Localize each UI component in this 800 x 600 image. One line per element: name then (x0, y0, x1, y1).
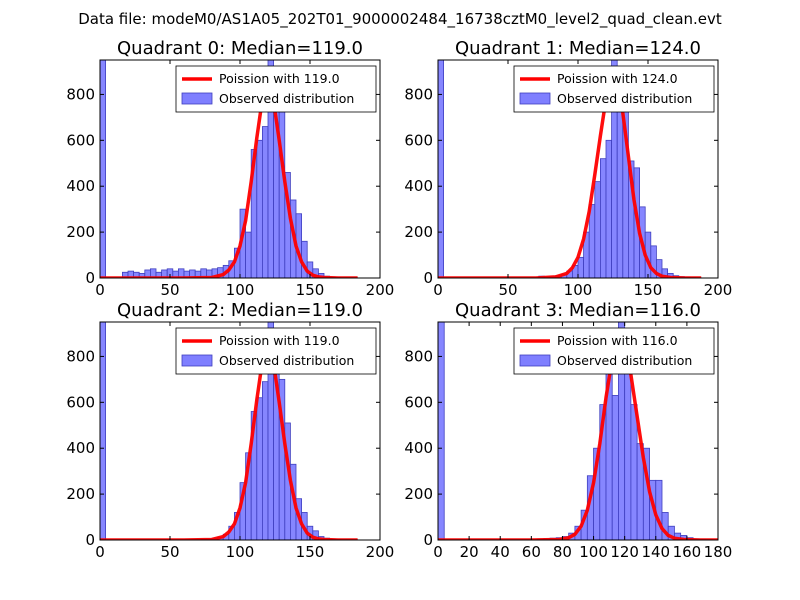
x-tick-label: 100 (564, 281, 593, 299)
y-tick-label: 400 (66, 439, 95, 457)
histogram-bar (611, 395, 619, 540)
figure-suptitle: Data file: modeM0/AS1A05_202T01_90000024… (78, 10, 722, 29)
x-tick-label: 150 (634, 281, 663, 299)
x-tick-label: 180 (704, 543, 733, 561)
axes-frame (437, 321, 719, 541)
histogram-bar (577, 256, 584, 278)
histogram-bar (600, 158, 607, 278)
y-tick-label: 800 (404, 85, 433, 103)
quadrant-panel-0: Quadrant 0: Median=119.0 0 50 100 150 200 0 200… (66, 38, 394, 299)
histogram-bar (624, 356, 632, 540)
y-tick-label: 600 (66, 393, 95, 411)
x-tick-label: 150 (296, 281, 325, 299)
x-tick-label: 200 (704, 281, 733, 299)
y-tick-label: 600 (66, 131, 95, 149)
y-tick-label: 200 (404, 223, 433, 241)
y-tick-label: 0 (85, 531, 95, 549)
y-tick-label: 400 (404, 177, 433, 195)
x-tick-label: 50 (160, 543, 179, 561)
quadrant-panel-1: Quadrant 1: Median=124.0 0 50 100 150 200 0 200… (404, 38, 732, 299)
histogram-bar (261, 381, 269, 540)
x-tick-label: 100 (226, 543, 255, 561)
plot-area (100, 322, 358, 540)
histogram-bar (438, 60, 444, 278)
x-tick-label: 40 (491, 543, 510, 561)
x-tick-label: 150 (296, 543, 325, 561)
legend-bar-swatch (519, 354, 551, 367)
y-tick-label: 600 (404, 393, 433, 411)
x-tick-label: 0 (433, 543, 443, 561)
x-tick-label: 160 (673, 543, 702, 561)
panel-title: Quadrant 2: Median=119.0 (117, 300, 363, 321)
x-tick-label: 120 (610, 543, 639, 561)
histogram-bar (630, 404, 638, 540)
panel-title: Quadrant 0: Median=119.0 (117, 38, 363, 59)
histogram-bar (245, 231, 252, 278)
y-tick-label: 200 (404, 485, 433, 503)
legend-label-poisson: Poission with 116.0 (557, 333, 678, 348)
x-tick-label: 0 (95, 281, 105, 299)
legend: Poission with 119.0 Observed distribution (175, 65, 377, 113)
histogram-bar (256, 139, 263, 278)
histogram-bar (256, 397, 263, 540)
histogram-bar (100, 60, 106, 278)
x-tick-label: 0 (433, 281, 443, 299)
legend-label-poisson: Poission with 124.0 (557, 71, 678, 86)
x-tick-label: 200 (366, 281, 395, 299)
legend-bar-swatch (519, 92, 551, 105)
legend-label-observed: Observed distribution (557, 91, 692, 106)
histogram-bar (261, 126, 269, 278)
x-tick-label: 100 (579, 543, 608, 561)
y-tick-label: 800 (66, 85, 95, 103)
x-tick-label: 140 (641, 543, 670, 561)
x-tick-label: 0 (95, 543, 105, 561)
legend: Poission with 124.0 Observed distribution (513, 65, 715, 113)
legend: Poission with 116.0 Observed distribution (513, 327, 715, 375)
histogram-bar (605, 139, 612, 278)
legend-label-observed: Observed distribution (219, 353, 354, 368)
histogram-bar (594, 181, 601, 278)
legend: Poission with 119.0 Observed distribution (175, 327, 377, 375)
legend-label-observed: Observed distribution (219, 91, 354, 106)
y-tick-label: 0 (85, 269, 95, 287)
y-tick-label: 200 (66, 485, 95, 503)
y-tick-label: 0 (423, 269, 433, 287)
panel-title: Quadrant 3: Median=116.0 (455, 300, 701, 321)
legend-bar-swatch (181, 354, 213, 367)
x-tick-label: 50 (160, 281, 179, 299)
y-tick-label: 600 (404, 131, 433, 149)
plot-area (438, 60, 702, 278)
x-tick-label: 100 (226, 281, 255, 299)
legend-label-observed: Observed distribution (557, 353, 692, 368)
plot-area (438, 322, 718, 540)
y-tick-label: 400 (66, 177, 95, 195)
x-tick-label: 50 (498, 281, 517, 299)
legend-label-poisson: Poission with 119.0 (219, 71, 340, 86)
panel-title: Quadrant 1: Median=124.0 (455, 38, 701, 59)
panels: Quadrant 0: Median=119.00 50 100 150 2000200… (66, 38, 732, 561)
histogram-bar (616, 110, 624, 278)
y-tick-label: 800 (66, 347, 95, 365)
y-tick-label: 200 (66, 223, 95, 241)
x-tick-label: 80 (553, 543, 572, 561)
histogram-bar (438, 322, 445, 540)
legend-label-poisson: Poission with 119.0 (219, 333, 340, 348)
histogram-bar (655, 479, 663, 540)
y-tick-label: 0 (423, 531, 433, 549)
y-tick-label: 800 (404, 347, 433, 365)
x-tick-label: 60 (522, 543, 541, 561)
quadrant-panel-2: Quadrant 2: Median=119.0 0 50 100 150 200 0 200… (66, 300, 394, 561)
legend-bar-swatch (181, 92, 213, 105)
quadrant-panel-3: Quadrant 3: Median=116.00 20 40 60 80 100 120 1… (404, 300, 732, 561)
y-tick-label: 400 (404, 439, 433, 457)
x-tick-label: 200 (366, 543, 395, 561)
x-tick-label: 20 (460, 543, 479, 561)
histogram-bar (100, 322, 106, 540)
